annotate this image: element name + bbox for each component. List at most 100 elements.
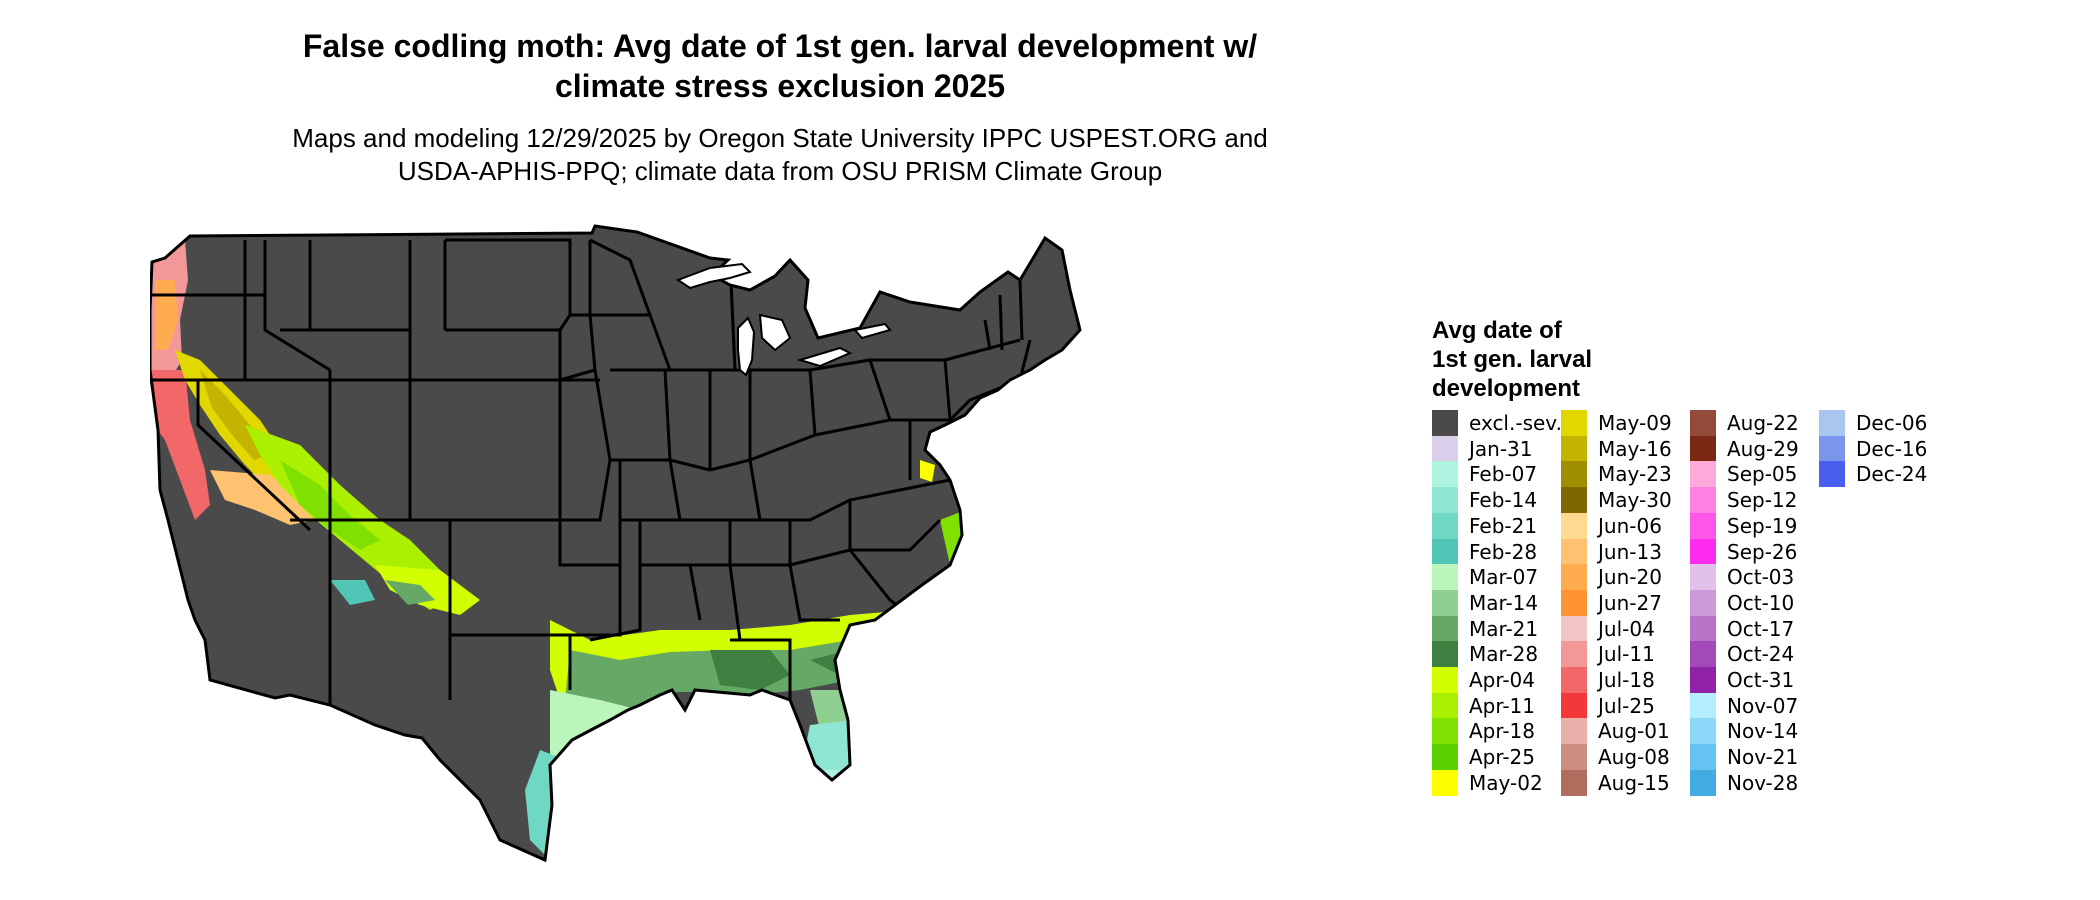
legend-label: Jan-31 [1469,436,1533,461]
legend-swatch [1561,615,1587,642]
gulf-coast-dark-band [710,650,790,690]
legend-label: Feb-07 [1469,462,1538,487]
legend-item: Sep-26 [1690,538,1797,565]
legend-label: Mar-14 [1469,590,1539,615]
legend-swatch [1432,667,1458,693]
legend-swatch [1690,589,1716,616]
colorado-river-zone [330,580,375,605]
legend-label: Jul-18 [1598,668,1655,692]
legend-label: Jun-27 [1598,590,1662,615]
legend-item: Apr-04 [1432,667,1535,693]
legend-swatch [1690,641,1716,668]
legend-item: May-09 [1561,410,1672,436]
legend-swatch [1561,744,1587,771]
legend-label: Aug-01 [1598,719,1670,744]
legend-swatch [1561,589,1587,616]
arizona-low-desert [385,580,435,605]
legend-swatch [1432,538,1458,565]
legend-swatch [1561,538,1587,565]
legend-swatch [1819,435,1845,462]
legend-label: Jun-20 [1598,565,1662,590]
legend-item: Aug-08 [1561,744,1670,771]
legend-item: Mar-14 [1432,589,1539,616]
legend-label: Aug-29 [1727,436,1799,461]
legend-item: Jul-11 [1561,641,1655,668]
legend-item: May-23 [1561,461,1672,488]
legend-item: Apr-11 [1432,692,1535,719]
legend-label: Nov-07 [1727,693,1799,718]
legend-item: Sep-12 [1690,487,1797,514]
legend-item: Oct-17 [1690,615,1794,642]
legend-item: Aug-01 [1561,718,1670,745]
legend-label: Mar-07 [1469,565,1539,590]
legend-swatch [1561,410,1587,436]
legend-swatch [1432,461,1458,488]
legend-swatch [1432,435,1458,462]
legend-item: Jul-18 [1561,667,1655,693]
legend-swatch [1690,718,1716,745]
legend-label: Apr-25 [1469,745,1535,770]
legend-swatch [1690,461,1716,488]
legend-swatch [1690,538,1716,565]
legend-label: Nov-14 [1727,719,1799,744]
legend-item: Feb-07 [1432,461,1538,488]
legend-label: Jul-25 [1598,693,1655,718]
legend-swatch [1690,769,1716,796]
legend-swatch [1561,769,1587,796]
legend-item: Apr-18 [1432,718,1535,745]
legend-label: Jun-06 [1598,513,1662,538]
legend-swatch [1561,512,1587,539]
legend-item: Jul-04 [1561,615,1655,642]
legend-swatch [1561,692,1587,719]
legend-item: Feb-21 [1432,512,1538,539]
legend-swatch [1561,435,1587,462]
us-map [150,224,1082,862]
legend-item: May-16 [1561,435,1672,462]
legend-item: Nov-14 [1690,718,1799,745]
legend-label: Oct-24 [1727,642,1795,667]
legend-label: Oct-03 [1727,565,1795,590]
legend-swatch [1690,564,1716,591]
legend-label: Apr-18 [1469,719,1535,744]
legend-swatch [1432,487,1458,514]
state-boundaries [150,238,1032,710]
legend-swatch [1819,410,1845,436]
legend-item: Jun-20 [1561,564,1662,591]
legend-swatch [1432,692,1458,719]
legend-item: Jun-13 [1561,538,1662,565]
legend-label: Jul-04 [1598,616,1655,641]
legend-swatch [1690,487,1716,514]
legend-item: Mar-28 [1432,641,1538,668]
legend-label: Aug-15 [1598,770,1670,795]
legend-label: Nov-21 [1727,745,1799,770]
legend-swatch [1432,615,1458,642]
legend-label: Feb-21 [1469,513,1538,538]
legend-item: Dec-24 [1819,461,1928,488]
legend-label: Aug-22 [1727,411,1799,435]
legend-item: Feb-28 [1432,538,1537,565]
legend-swatch [1432,564,1458,591]
legend-item: Apr-25 [1432,744,1535,771]
legend-item: May-02 [1432,769,1543,796]
legend-label: Dec-24 [1856,462,1928,487]
legend-item: Dec-06 [1819,410,1927,436]
legend-item: Jun-06 [1561,512,1662,539]
legend-swatch [1561,564,1587,591]
legend-swatch [1561,718,1587,745]
legend-item: Sep-19 [1690,512,1798,539]
legend-label: Oct-31 [1727,668,1795,692]
legend-label: May-02 [1469,770,1543,795]
legend-item: Nov-28 [1690,769,1798,796]
excluded-area [150,226,1080,860]
arizona-south-zone [375,565,480,615]
legend-item: Nov-07 [1690,692,1799,719]
legend-item: Oct-31 [1690,667,1794,693]
legend-item: Sep-05 [1690,461,1797,488]
legend-item: Jan-31 [1432,435,1533,462]
legend-label: May-30 [1598,488,1672,513]
lake-huron [758,313,792,352]
legend-swatch [1561,641,1587,668]
legend-label: Jun-13 [1598,539,1662,564]
legend-swatch [1690,615,1716,642]
legend-label: Sep-19 [1727,513,1798,538]
